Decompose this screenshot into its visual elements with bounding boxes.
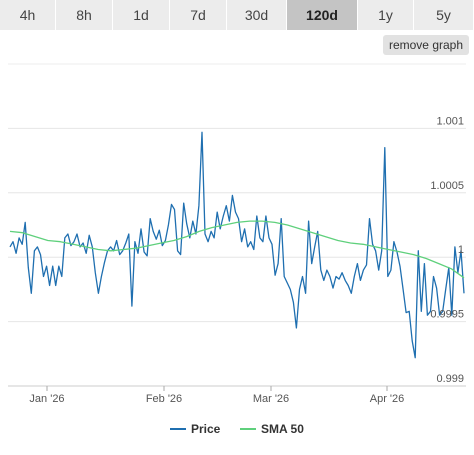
tab-8h[interactable]: 8h (56, 0, 113, 30)
remove-graph-button[interactable]: remove graph (383, 35, 469, 55)
y-tick-label: 1 (458, 244, 464, 256)
x-tick-label: Apr '26 (370, 393, 405, 405)
sma-50-line (9, 220, 465, 279)
tab-4h[interactable]: 4h (0, 0, 56, 30)
legend-label[interactable]: Price (191, 422, 221, 436)
y-tick-label: 1.0005 (430, 180, 464, 192)
legend-label[interactable]: SMA 50 (261, 422, 304, 436)
y-tick-label: 0.9995 (430, 309, 464, 321)
chart-legend: Price SMA 50 (170, 422, 304, 436)
axes: 1.001 1.0005 1 0.9995 0.999 Jan '26 Feb '26 Mar… (8, 115, 466, 405)
x-tick-label: Mar '26 (253, 393, 289, 405)
tab-30d[interactable]: 30d (227, 0, 287, 30)
series-lines (9, 131, 465, 359)
y-tick-label: 0.999 (436, 373, 464, 385)
tab-120d[interactable]: 120d (287, 0, 358, 30)
tab-7d[interactable]: 7d (170, 0, 227, 30)
range-tabs: 4h 8h 1d 7d 30d 120d 1y 5y (0, 0, 474, 30)
grid-lines (8, 63, 466, 387)
x-tick-label: Feb '26 (146, 393, 182, 405)
tab-1d[interactable]: 1d (113, 0, 170, 30)
tab-5y[interactable]: 5y (414, 0, 474, 30)
y-tick-label: 1.001 (436, 115, 464, 127)
x-tick-label: Jan '26 (29, 393, 64, 405)
tab-1y[interactable]: 1y (358, 0, 414, 30)
price-line (9, 131, 465, 359)
